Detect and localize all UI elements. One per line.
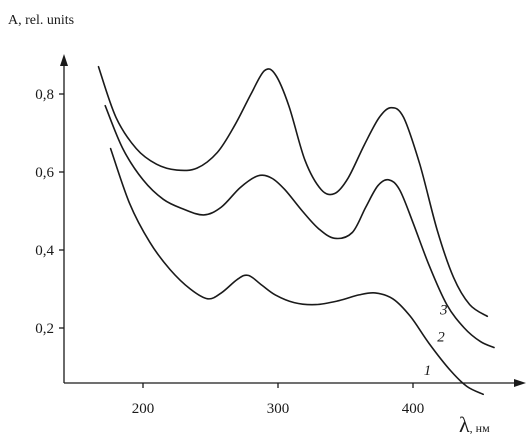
x-axis-arrow	[514, 379, 526, 387]
y-tick-label: 0,2	[35, 321, 54, 337]
y-tick-label: 0,8	[35, 87, 54, 103]
curve-label-1: 1	[424, 363, 432, 379]
x-axis-unit: , нм	[470, 421, 490, 435]
y-ticks: 0,2 0,4 0,6 0,8	[35, 87, 64, 337]
y-axis-label: A, rel. units	[8, 13, 74, 28]
y-axis-arrow	[60, 54, 68, 66]
curve-label-3: 3	[439, 302, 448, 318]
x-tick-label: 400	[402, 401, 425, 417]
axes	[60, 54, 526, 387]
curves: 1 2 3	[97, 65, 495, 396]
curve-3	[97, 65, 489, 318]
curve-1	[109, 147, 484, 396]
y-tick-label: 0,6	[35, 165, 54, 181]
x-axis-symbol: λ	[459, 412, 470, 437]
x-axis-label: λ, нм	[459, 412, 490, 437]
curve-2	[104, 104, 495, 349]
x-tick-label: 200	[132, 401, 155, 417]
x-tick-label: 300	[267, 401, 290, 417]
y-tick-label: 0,4	[35, 243, 54, 259]
curve-label-2: 2	[437, 330, 445, 346]
x-ticks: 200 300 400	[132, 383, 425, 417]
